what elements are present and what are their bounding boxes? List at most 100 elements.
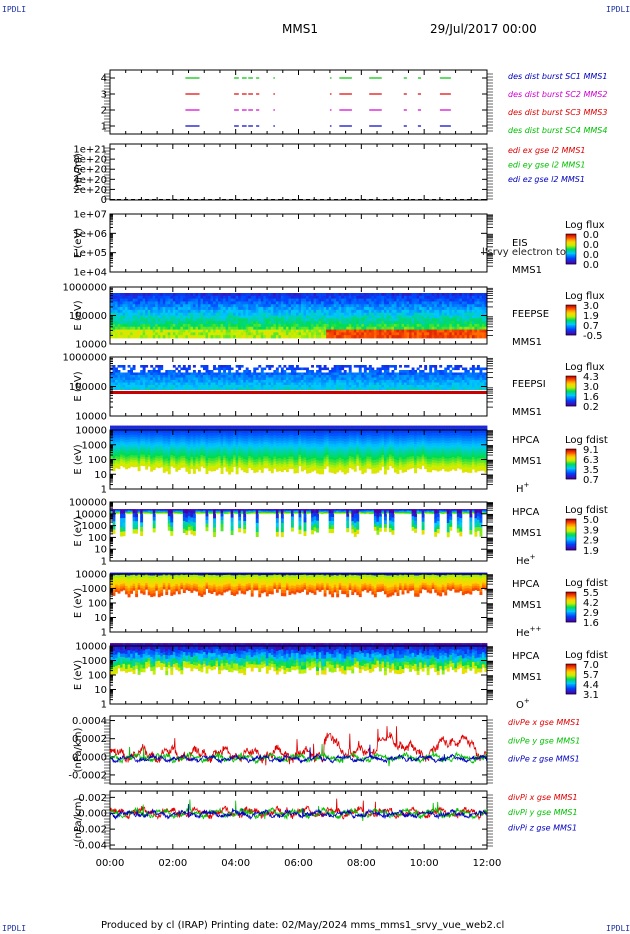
heatmap-cell xyxy=(258,372,262,376)
heatmap-cell xyxy=(125,427,128,431)
heatmap-cell xyxy=(140,387,144,391)
heatmap-cell xyxy=(358,382,362,386)
heatmap-cell xyxy=(481,326,485,330)
heatmap-cell xyxy=(303,385,307,388)
heatmap-cell xyxy=(436,375,440,378)
heatmap-cell xyxy=(466,295,470,300)
heatmap-cell xyxy=(439,377,443,381)
heatmap-cell xyxy=(424,298,428,302)
heatmap-cell xyxy=(165,460,169,464)
heatmap-cell xyxy=(195,312,199,316)
heatmap-cell xyxy=(454,380,458,383)
heatmap-cell xyxy=(479,332,483,336)
heatmap-cell xyxy=(253,332,257,336)
heatmap-cell xyxy=(135,377,139,381)
heatmap-cell xyxy=(451,326,455,330)
heatmap-cell xyxy=(127,449,131,452)
heatmap-cell xyxy=(338,321,342,325)
colorbar-swatch xyxy=(566,399,576,402)
heatmap-cell xyxy=(122,460,126,463)
heatmap-cell xyxy=(431,377,435,381)
heatmap-cell xyxy=(235,370,239,373)
heatmap-cell xyxy=(316,326,320,330)
heatmap-cell xyxy=(383,365,387,368)
heatmap-cell xyxy=(130,375,134,378)
heatmap-cell xyxy=(311,377,314,381)
heatmap-cell xyxy=(469,301,473,305)
heatmap-cell xyxy=(140,321,144,325)
heatmap-cell xyxy=(295,295,299,300)
heatmap-cell xyxy=(295,332,299,336)
heatmap-cell xyxy=(130,459,134,463)
heatmap-cell xyxy=(434,293,438,297)
heatmap-cell xyxy=(313,307,317,311)
heatmap-cell xyxy=(426,382,430,386)
heatmap-cell xyxy=(328,312,332,316)
heatmap-cell xyxy=(394,307,397,311)
heatmap-cell xyxy=(479,298,483,302)
heatmap-cell xyxy=(449,370,453,373)
legend-entry: des dist burst SC3 MMS3 xyxy=(508,108,607,117)
heatmap-cell xyxy=(150,438,154,442)
heatmap-cell xyxy=(270,301,274,305)
heatmap-cell xyxy=(115,372,118,376)
heatmap-cell xyxy=(404,301,407,305)
heatmap-cell xyxy=(280,385,284,388)
heatmap-cell xyxy=(278,335,282,339)
heatmap-cell xyxy=(409,321,412,325)
heatmap-cell xyxy=(383,382,387,386)
heatmap-cell xyxy=(476,318,480,322)
heatmap-cell xyxy=(426,323,430,328)
heatmap-cell xyxy=(444,295,448,300)
heatmap-cell xyxy=(235,365,239,368)
heatmap-cell xyxy=(180,372,184,376)
heatmap-cell xyxy=(135,329,139,333)
colorbar-swatch xyxy=(566,381,576,383)
heatmap-cell xyxy=(162,372,166,376)
heatmap-cell xyxy=(313,315,317,319)
heatmap-cell xyxy=(446,335,450,339)
heatmap-cell xyxy=(175,430,179,434)
heatmap-cell xyxy=(127,375,131,378)
heatmap-cell xyxy=(208,370,211,373)
heatmap-cell xyxy=(439,323,443,328)
heatmap-cell xyxy=(280,295,284,300)
heatmap-cell xyxy=(358,377,362,381)
heatmap-cell xyxy=(228,298,232,302)
heatmap-cell xyxy=(150,377,154,381)
heatmap-cell xyxy=(476,380,480,383)
heatmap-cell xyxy=(383,298,387,302)
heatmap-cell xyxy=(421,312,425,316)
heatmap-cell xyxy=(381,307,385,311)
heatmap-cell xyxy=(130,318,134,322)
heatmap-cell xyxy=(177,447,181,451)
heatmap-cell xyxy=(454,367,458,371)
heatmap-cell xyxy=(175,380,179,383)
heatmap-cell xyxy=(391,293,395,297)
heatmap-cell xyxy=(394,382,397,386)
heatmap-cell xyxy=(341,329,345,333)
heatmap-cell xyxy=(414,380,418,383)
heatmap-cell xyxy=(132,434,136,438)
heatmap-cell xyxy=(145,298,149,302)
heatmap-cell xyxy=(313,323,317,328)
heatmap-cell xyxy=(180,377,184,381)
heatmap-cell xyxy=(215,312,219,316)
heatmap-cell xyxy=(260,332,264,336)
heatmap-cell xyxy=(185,307,189,311)
heatmap-cell xyxy=(210,312,214,316)
heatmap-cell xyxy=(210,298,214,302)
heatmap-cell xyxy=(187,425,191,429)
heatmap-cell xyxy=(414,377,418,381)
heatmap-cell xyxy=(386,321,390,325)
heatmap-cell xyxy=(273,309,277,314)
heatmap-cell xyxy=(200,387,204,391)
heatmap-cell xyxy=(301,295,304,300)
heatmap-cell xyxy=(479,301,483,305)
heatmap-cell xyxy=(368,370,372,373)
heatmap-cell xyxy=(120,441,123,444)
heatmap-cell xyxy=(167,385,171,388)
heatmap-cell xyxy=(187,312,191,316)
heatmap-cell xyxy=(240,295,244,300)
heatmap-cell xyxy=(386,335,390,339)
